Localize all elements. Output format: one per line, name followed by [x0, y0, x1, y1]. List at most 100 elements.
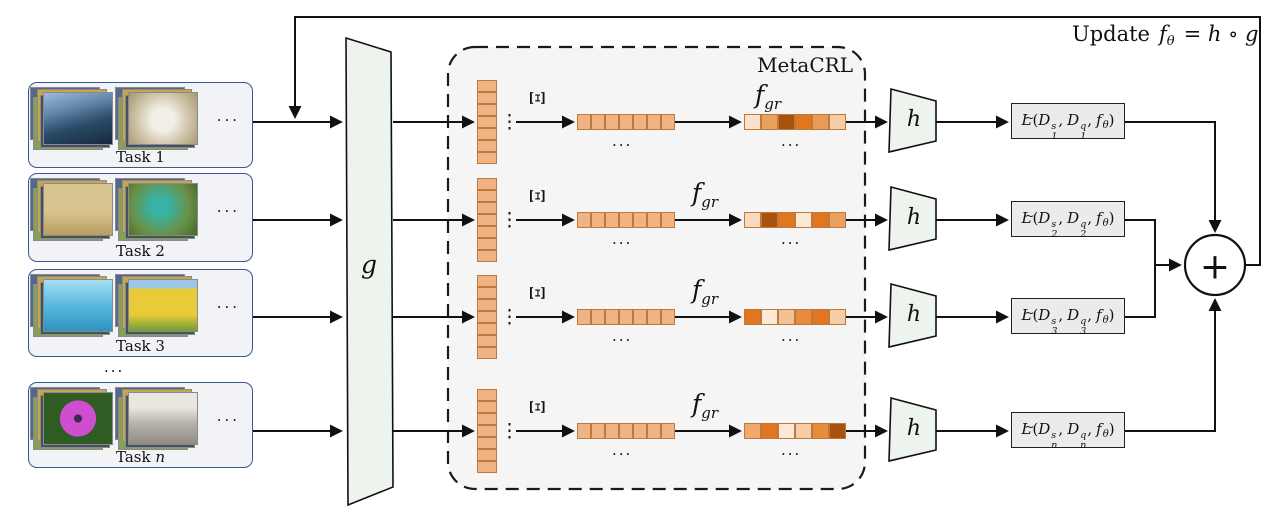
- photo-stack-purple-daisy: [30, 387, 113, 450]
- h-head-label-3: h: [906, 302, 922, 327]
- ellipsis-icon: ...: [612, 230, 633, 248]
- photo-stack-cat: [115, 387, 198, 450]
- fgr-label-1: fgr: [755, 80, 782, 113]
- h-head-shape-4: [888, 396, 937, 463]
- sum-node: +: [1183, 233, 1247, 297]
- feature-stack-3: [477, 275, 497, 359]
- h-head-shape-1: [888, 87, 937, 154]
- memory-cell: [778, 423, 795, 439]
- xi-operator-3: Ξ: [525, 285, 550, 301]
- h-head-shape-2: [888, 185, 937, 252]
- ellipsis-icon: ...: [781, 327, 802, 345]
- task-label-2: Task 2: [116, 242, 165, 260]
- memory-cell: [605, 212, 619, 228]
- tasks-ellipsis-icon: ...: [104, 358, 125, 376]
- update-rule-label: Update fθ = h ∘ g: [1072, 22, 1258, 49]
- memory-cell: [795, 309, 812, 325]
- fgr-label-n: fgr: [692, 389, 719, 422]
- task-label-1: Task 1: [116, 148, 165, 166]
- memory-cell: [477, 92, 497, 104]
- memory-cell: [778, 309, 795, 325]
- disentangled-row-n: [744, 423, 846, 439]
- task-box-3: ... Task 3: [28, 269, 253, 357]
- memory-cell: [577, 114, 591, 130]
- disentangled-row-2: [744, 212, 846, 228]
- memory-cell: [591, 309, 605, 325]
- feature-stack-n: [477, 389, 497, 473]
- photo-stack-sunflower-field: [115, 274, 198, 337]
- g-encoder-label: g: [360, 250, 377, 279]
- memory-cell: [477, 287, 497, 299]
- memory-cell: [744, 114, 761, 130]
- memory-cell: [661, 212, 675, 228]
- memory-cell: [812, 309, 829, 325]
- memory-cell: [477, 275, 497, 287]
- feature-stack-1: [477, 80, 497, 164]
- task-box-n: ... Task n: [28, 382, 253, 468]
- memory-cell: [577, 423, 591, 439]
- vertical-ellipsis-icon: ⋮: [500, 306, 519, 328]
- memory-cell: [477, 461, 497, 473]
- disentangled-row-3: [744, 309, 846, 325]
- task-label-n: Task n: [115, 448, 166, 466]
- purple-daisy-photo: [43, 392, 113, 445]
- memory-cell: [477, 140, 497, 152]
- memory-cell: [477, 389, 497, 401]
- metacrl-module-box: [446, 45, 867, 491]
- h-head-shape-3: [888, 282, 937, 349]
- memory-cell: [795, 114, 812, 130]
- memory-cell: [477, 425, 497, 437]
- fgr-label-3: fgr: [692, 275, 719, 308]
- memory-cell: [647, 212, 661, 228]
- memory-cell: [778, 114, 795, 130]
- plus-icon: +: [1200, 247, 1230, 288]
- ellipsis-icon: ...: [781, 441, 802, 459]
- memory-cell: [744, 309, 761, 325]
- memory-cell: [477, 299, 497, 311]
- hummingbird-photo: [128, 183, 198, 236]
- memory-cell: [605, 423, 619, 439]
- memory-cell: [829, 309, 846, 325]
- memory-cell: [477, 449, 497, 461]
- update-f-theta: fθ: [1158, 22, 1175, 49]
- ellipsis-icon: ...: [216, 407, 240, 425]
- memory-cell: [477, 250, 497, 262]
- memory-cell: [477, 202, 497, 214]
- memory-cell: [661, 114, 675, 130]
- loss-L-tilde: ~ L: [1021, 111, 1035, 129]
- loss-L-tilde: ~ L: [1021, 209, 1035, 227]
- memory-cell: [477, 214, 497, 226]
- memory-cell: [795, 212, 812, 228]
- xi-operator-n: Ξ: [525, 399, 550, 415]
- memory-cell: [761, 423, 778, 439]
- memory-cell: [477, 323, 497, 335]
- photo-stack-lion: [30, 178, 113, 241]
- memory-cell: [778, 212, 795, 228]
- memory-cell: [647, 423, 661, 439]
- ellipsis-icon: ...: [216, 107, 240, 125]
- lion-photo: [43, 183, 113, 236]
- ellipsis-icon: ...: [216, 198, 240, 216]
- ellipsis-icon: ...: [781, 132, 802, 150]
- memory-cell: [605, 114, 619, 130]
- memory-row-n: [577, 423, 675, 439]
- memory-cell: [829, 212, 846, 228]
- memory-cell: [633, 309, 647, 325]
- memory-cell: [477, 128, 497, 140]
- memory-cell: [633, 423, 647, 439]
- memory-cell: [761, 114, 778, 130]
- ellipsis-icon: ...: [612, 441, 633, 459]
- h-head-label-n: h: [906, 416, 922, 441]
- memory-cell: [477, 190, 497, 202]
- memory-cell: [477, 437, 497, 449]
- memory-cell: [591, 114, 605, 130]
- memory-cell: [477, 104, 497, 116]
- memory-cell: [633, 114, 647, 130]
- xi-operator-1: Ξ: [525, 90, 550, 106]
- ellipsis-icon: ...: [781, 230, 802, 248]
- task-label-3: Task 3: [116, 337, 165, 355]
